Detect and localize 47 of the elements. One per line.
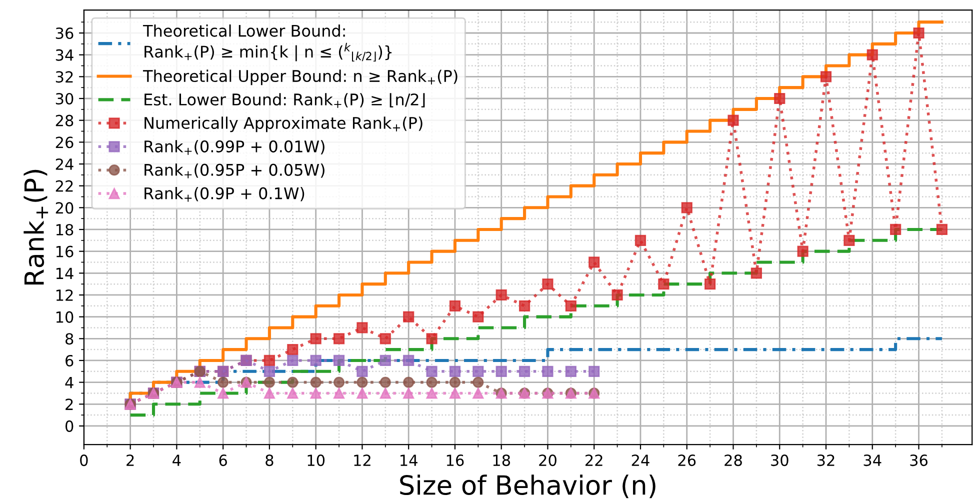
- y-tick-label: 8: [66, 333, 74, 345]
- x-tick-label: 30: [771, 454, 788, 466]
- legend-label: Theoretical Lower Bound: Rank$_{+}$(P) ≥ min{k | n ≤ ($^{k}$$_{⌊k/2⌋}$)}: [142, 24, 392, 62]
- x-tick-label: 28: [724, 454, 742, 466]
- y-tick-label: 16: [56, 246, 74, 258]
- x-tick-label: 26: [678, 454, 696, 466]
- x-tick-label: 32: [817, 454, 834, 466]
- y-tick-label: 32: [56, 71, 73, 83]
- y-tick-label: 30: [56, 92, 74, 105]
- legend-label: Rank$_{+}$(0.95P + 0.05W): [144, 164, 324, 178]
- y-tick-label: 18: [56, 224, 74, 236]
- x-tick-label: 36: [910, 454, 928, 466]
- y-tick-label: 24: [56, 158, 74, 170]
- x-tick-label: 34: [864, 454, 882, 466]
- legend-label: Rank$_{+}$(0.99P + 0.01W): [144, 140, 324, 155]
- x-tick-label: 22: [586, 454, 602, 466]
- x-tick-label: 18: [493, 454, 510, 466]
- x-tick-label: 8: [266, 454, 274, 466]
- y-tick-label: 22: [56, 180, 73, 192]
- y-tick-label: 10: [56, 311, 74, 323]
- x-tick-label: 10: [308, 454, 325, 466]
- y-tick-label: 36: [56, 27, 74, 40]
- x-tick-label: 16: [446, 454, 464, 466]
- y-tick-label: 26: [56, 136, 74, 148]
- legend-label: Theoretical Upper Bound: n ≥ Rank$_{+}$(P): [142, 70, 458, 86]
- x-tick-label: 0: [80, 454, 88, 466]
- y-tick-label: 28: [56, 114, 74, 126]
- y-tick-label: 12: [56, 289, 73, 301]
- legend-label: Est. Lower Bound: Rank$_{+}$(P) ≥ ⌊n/2⌋: [144, 93, 425, 108]
- y-tick-label: 2: [66, 398, 73, 410]
- x-tick-label: 2: [126, 454, 134, 466]
- x-tick-label: 14: [400, 454, 418, 466]
- x-axis-title: Size of Behavior (n): [400, 474, 656, 498]
- y-tick-label: 20: [56, 202, 74, 214]
- y-tick-label: 0: [66, 420, 74, 432]
- x-tick-label: 24: [632, 454, 650, 466]
- x-tick-label: 6: [219, 454, 227, 466]
- x-tick-label: 4: [172, 454, 181, 466]
- legend-label: Numerically Approximate Rank$_{+}$(P): [144, 116, 422, 132]
- y-tick-label: 6: [66, 354, 74, 366]
- legend-label: Rank$_{+}$(0.9P + 0.1W): [144, 186, 304, 202]
- y-tick-label: 4: [65, 376, 74, 388]
- y-tick-label: 14: [56, 268, 74, 279]
- x-tick-label: 12: [354, 454, 370, 466]
- y-tick-label: 34: [56, 49, 74, 61]
- y-axis-title: Rank$_{+}$(P): [24, 170, 48, 284]
- x-tick-label: 20: [539, 454, 556, 466]
